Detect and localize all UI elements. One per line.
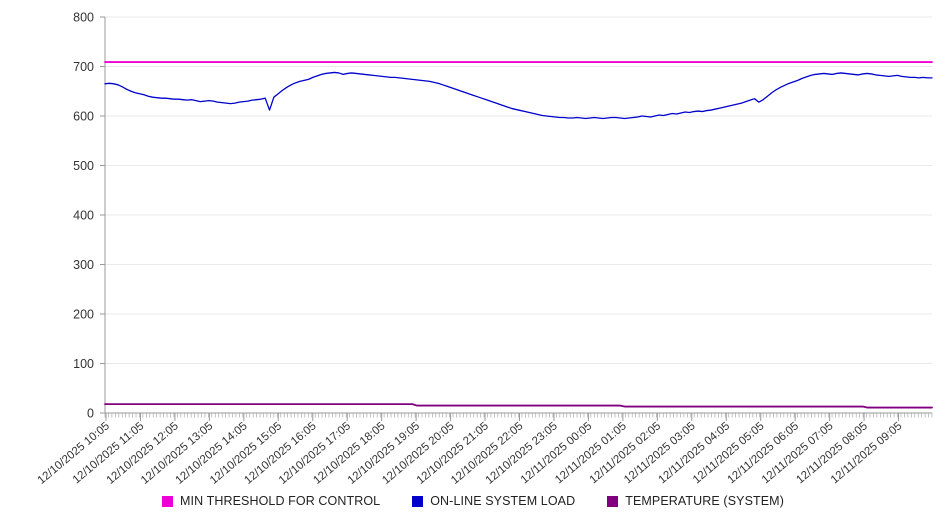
legend-swatch-icon (607, 495, 619, 507)
y-axis-tick-label: 300 (73, 258, 94, 272)
legend-item[interactable]: MIN THRESHOLD FOR CONTROL (162, 494, 380, 508)
y-axis-tick-label: 0 (87, 407, 94, 421)
y-axis-tick-label: 700 (73, 60, 94, 74)
series-line (104, 403, 933, 409)
y-axis-tick-label: 600 (73, 110, 94, 124)
series-line (104, 71, 933, 120)
y-axis-tick-label: 400 (73, 209, 94, 223)
y-axis-tick-label: 500 (73, 159, 94, 173)
legend-item[interactable]: ON-LINE SYSTEM LOAD (412, 494, 575, 508)
x-major-tick-marks (105, 413, 900, 421)
y-axis-tick-label: 800 (73, 11, 94, 25)
legend-item-label: ON-LINE SYSTEM LOAD (430, 494, 576, 508)
y-tick-marks-group (100, 16, 105, 414)
chart-legend: MIN THRESHOLD FOR CONTROL ON-LINE SYSTEM … (0, 494, 946, 508)
legend-swatch-icon (412, 495, 424, 507)
y-axis-tick-labels: 0 100 200 300 400 500 600 700 800 (73, 11, 94, 421)
legend-item-label: MIN THRESHOLD FOR CONTROL (180, 494, 381, 508)
y-axis-tick-label: 100 (73, 357, 94, 371)
legend-item[interactable]: TEMPERATURE (SYSTEM) (607, 494, 784, 508)
legend-item-label: TEMPERATURE (SYSTEM) (625, 494, 784, 508)
data-series-group (104, 61, 933, 409)
y-axis-tick-label: 200 (73, 308, 94, 322)
gridlines-group (105, 16, 932, 364)
legend-swatch-icon (162, 495, 174, 507)
x-minor-tick-marks (104, 413, 933, 418)
